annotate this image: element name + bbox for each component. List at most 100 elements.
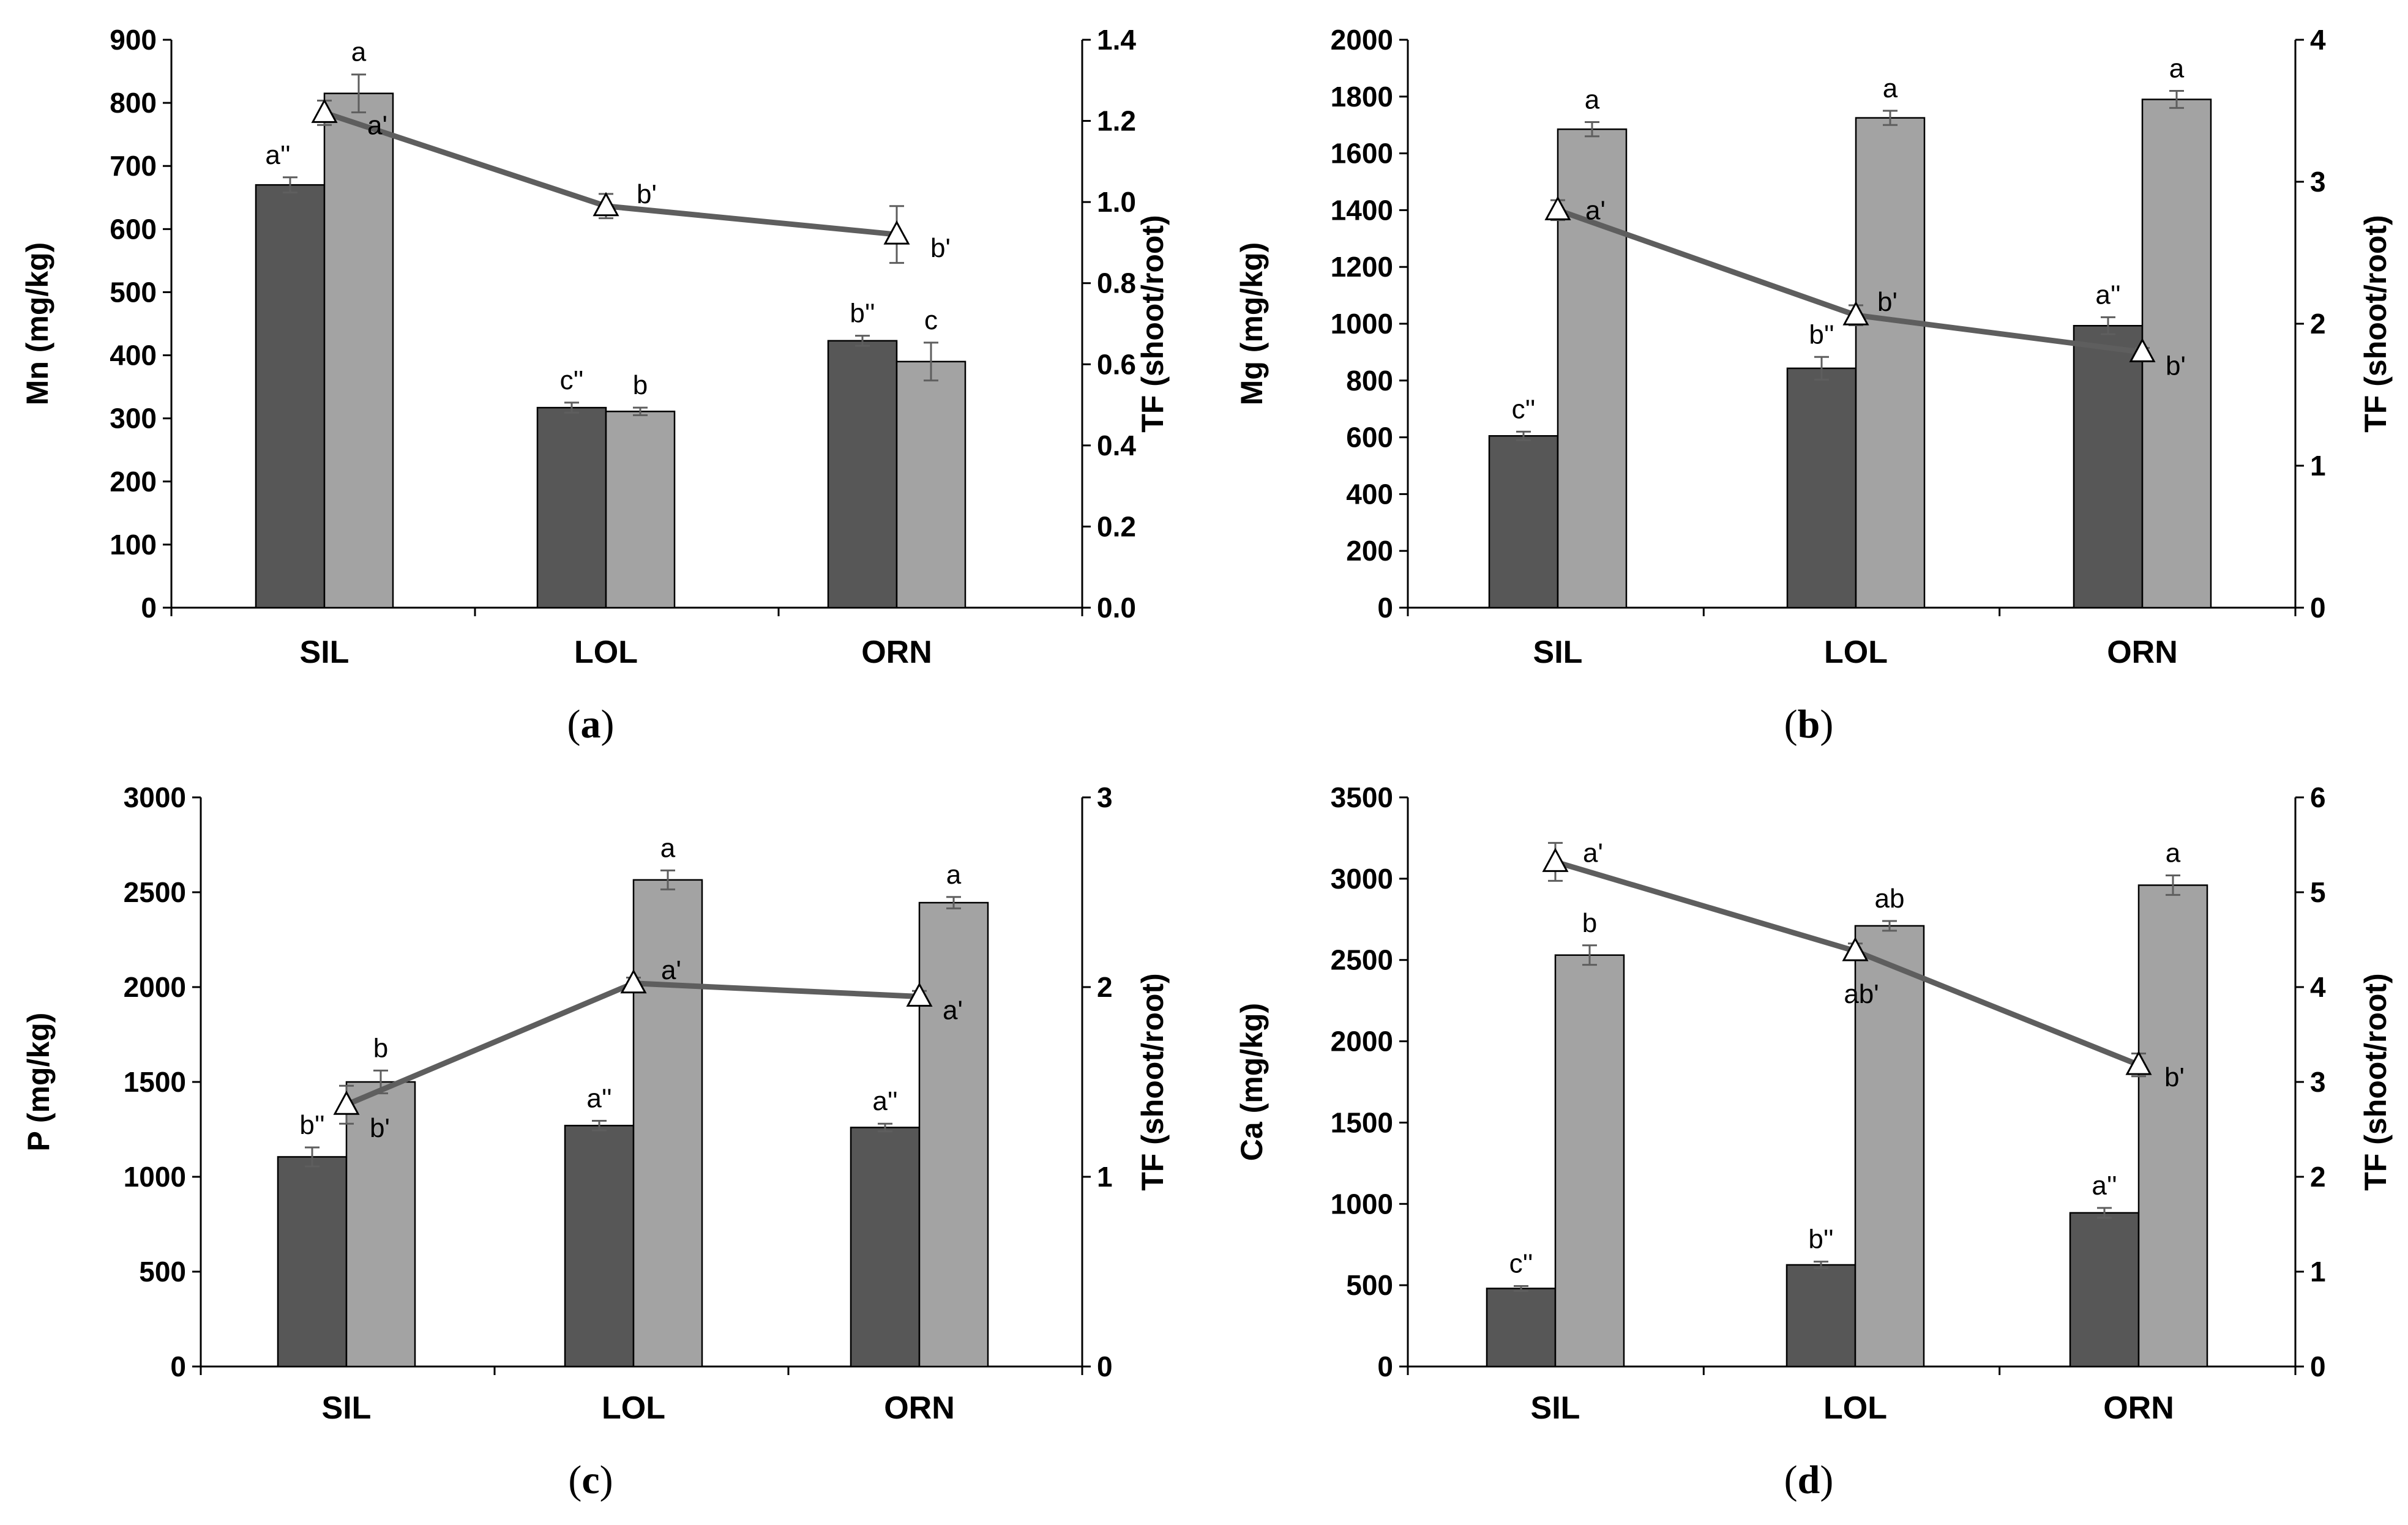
y-tick-label: 1000 [1331,308,1393,340]
bar-root-SIL [255,184,326,609]
bar-shoot-SIL [345,1081,416,1368]
bar-root-ORN [2073,324,2144,609]
y2-tick-label: 3 [2310,166,2326,198]
panel-caption-letter: c [581,1458,599,1502]
bar-shoot-LOL [632,879,703,1368]
panel-caption-close: ) [1820,1458,1833,1502]
y2-tick-label: 0.4 [1097,430,1136,461]
chart-panel-b: 0 200 400 600 800 1000 1200 1400 1600 1800 2000 0 1 2… [1235,24,2393,747]
bar-stat-label: a [946,860,962,890]
y-tick-label: 200 [110,466,157,498]
tf-stat-label: b' [2166,351,2186,381]
tf-point-marker [883,220,910,245]
y-tick-label: 1000 [124,1161,186,1193]
chart-panel-a: 0 100 200 300 400 500 600 700 800 900 0.0 0.2 0.4 0.6… [20,24,1170,747]
y-tick-label: 500 [110,276,157,308]
bar-stat-label: b [633,370,648,400]
bar-shoot-ORN [2137,884,2208,1368]
bar-stat-label: c'' [1509,1248,1533,1278]
tf-point-marker [1544,196,1571,220]
y-tick-label: 3500 [1331,781,1393,813]
bar-shoot-LOL [1855,117,1926,609]
bar-stat-label: b'' [1809,319,1834,349]
bar-stat-label: c [924,305,938,335]
bar-stat-label: a [2169,54,2185,84]
y2-axis-title: TF (shoot/root) [1135,973,1170,1190]
y2-axis-title: TF (shoot/root) [2358,973,2393,1190]
y-tick-label: 2000 [1331,1026,1393,1057]
x-tick-label: SIL [322,1390,372,1426]
bar-stat-label: a [2166,838,2181,868]
tf-stat-label: b' [637,179,657,209]
y-tick-label: 0 [170,1351,186,1382]
y-tick-label: 2000 [124,971,186,1003]
bar-stat-label: c'' [1512,394,1536,424]
y-tick-label: 200 [1346,535,1393,567]
y2-tick-label: 3 [2310,1066,2326,1098]
y2-tick-label: 1 [2310,1256,2326,1288]
y2-tick-label: 0.6 [1097,348,1136,380]
y2-tick-label: 1 [2310,450,2326,482]
bar-stat-label: a'' [265,140,290,170]
bar-shoot-SIL [1554,954,1625,1368]
y-tick-label: 1800 [1331,81,1393,113]
y-tick-label: 800 [110,87,157,119]
x-tick-label: ORN [2103,1390,2174,1426]
x-tick-label: ORN [2107,635,2178,670]
bar-shoot-ORN [918,901,989,1368]
y2-tick-label: 0 [2310,592,2326,624]
panel-caption-letter: b [1798,702,1820,747]
y-tick-label: 1200 [1331,251,1393,283]
tf-point-marker [1842,300,1869,326]
panel-caption-close: ) [1820,702,1833,747]
tf-stat-label: b' [930,233,951,263]
tf-point-marker [2129,338,2156,362]
bar-shoot-LOL [605,411,676,609]
y-tick-label: 3000 [124,781,186,813]
tf-point-marker [333,1091,360,1115]
y2-tick-label: 5 [2310,876,2326,908]
bar-root-ORN [850,1127,921,1368]
bar-stat-label: a'' [2095,280,2120,310]
y-axis-title: Ca (mg/kg) [1235,1003,1269,1161]
tf-stat-label: a' [1583,838,1603,868]
tf-stat-label: b' [1877,287,1898,317]
bar-stat-label: a [660,833,676,863]
y2-tick-label: 0 [2310,1351,2326,1382]
x-tick-label: SIL [300,635,350,670]
y-tick-label: 1500 [1331,1106,1393,1138]
y2-tick-label: 2 [2310,1161,2326,1193]
bar-stat-label: a'' [2092,1171,2117,1201]
panel-caption: (c) [568,1458,613,1502]
bar-stat-label: a [1585,85,1600,115]
bar-stat-label: b'' [850,299,875,329]
bar-root-ORN [2069,1212,2140,1368]
panel-caption-close: ) [600,1458,613,1502]
panel-caption-close: ) [601,702,615,747]
y-tick-label: 2500 [1331,944,1393,976]
panel-caption: (d) [1784,1458,1834,1502]
x-tick-label: LOL [1824,635,1888,670]
bar-shoot-ORN [896,360,967,609]
tf-stat-label: a' [943,996,963,1026]
y-axis-title: Mg (mg/kg) [1235,242,1269,406]
bar-root-SIL [1488,435,1559,609]
x-tick-label: ORN [861,635,932,670]
x-tick-label: LOL [1823,1390,1887,1426]
bar-stat-label: a'' [872,1086,897,1116]
y2-tick-label: 0.0 [1097,592,1136,624]
bar-stat-label: b [1582,908,1597,938]
tf-stat-label: a' [367,110,387,140]
y-tick-label: 2500 [124,876,186,908]
x-tick-label: LOL [602,1390,665,1426]
panel-caption-open: ( [567,702,581,747]
bar-stat-label: b'' [299,1110,324,1140]
tf-point-marker [906,982,933,1007]
tf-line [1557,207,2143,355]
bar-root-SIL [277,1156,348,1368]
tf-line [323,110,897,237]
bar-stat-label: b [373,1033,388,1063]
y-axis-title: P (mg/kg) [21,1013,56,1152]
y2-tick-label: 1.2 [1097,105,1136,137]
